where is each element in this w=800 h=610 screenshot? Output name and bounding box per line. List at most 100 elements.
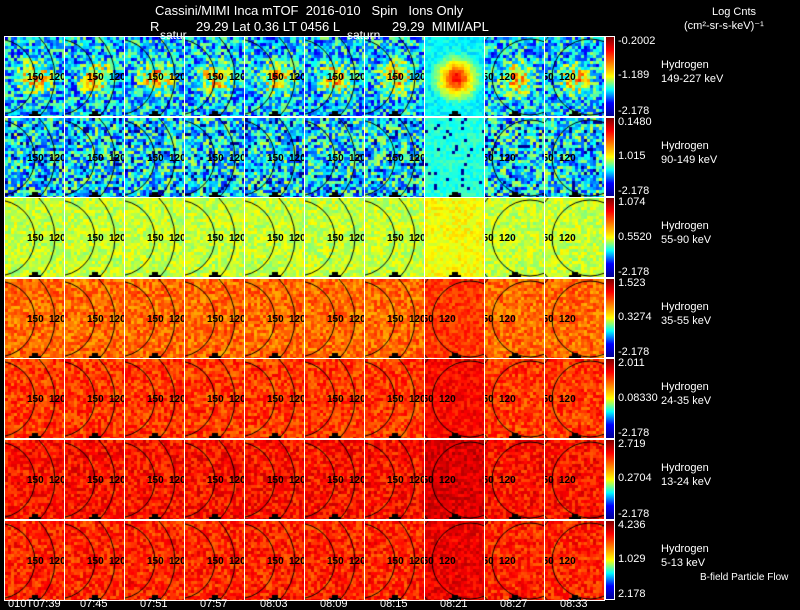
heatmap-cells	[185, 440, 244, 519]
ring-label-150: 150	[425, 555, 434, 567]
heatmap-cells	[185, 198, 244, 278]
ring-label-150: 150	[425, 313, 434, 325]
ring-label-120: 120	[499, 152, 516, 164]
colorbar-cb-mid-label: 0.08330	[618, 391, 658, 404]
row-energy-label: 5-13 keV	[661, 556, 706, 569]
heatmap-cells	[485, 198, 544, 278]
ring-label-150: 150	[485, 394, 494, 406]
ring-label-150: 150	[387, 475, 404, 486]
ring-label-120: 120	[229, 475, 245, 486]
time-tick-label: 08:27	[500, 598, 528, 610]
ring-label-150: 150	[87, 394, 104, 406]
heatmap-panel: 150 120	[124, 36, 185, 117]
ring-label-120: 120	[169, 394, 185, 406]
colorbar-cb-min-label: -2.178	[618, 265, 650, 278]
ring-label-120: 120	[409, 233, 425, 245]
colorbar-cb-mid-label: 0.2704	[618, 472, 652, 485]
heatmap-panel: 150 120	[64, 277, 125, 359]
heatmap-cells	[485, 117, 544, 197]
heatmap-panel: 150 120	[364, 358, 425, 440]
heatmap-panel: 150 120	[4, 439, 65, 520]
ring-label-120: 120	[439, 394, 456, 406]
ring-label-120: 120	[49, 313, 65, 325]
ring-label-150: 150	[485, 475, 494, 486]
time-tick-label: 07:51	[140, 598, 168, 610]
colorbar-cb-max-label: -0.2002	[618, 35, 656, 47]
ring-label-120: 120	[499, 475, 516, 486]
units-line1: Log Cnts	[712, 6, 757, 18]
ring-label-150: 150	[87, 475, 104, 486]
time-tick-label: 07:57	[200, 598, 228, 610]
ring-label-150: 150	[545, 72, 554, 83]
ring-label-120: 120	[559, 152, 576, 164]
ring-label-150: 150	[207, 313, 224, 325]
heatmap-cells	[245, 440, 304, 519]
ring-label-150: 150	[147, 313, 164, 325]
heatmap-cells	[185, 278, 244, 358]
heatmap-panel: 150 120	[244, 36, 305, 117]
ring-label-150: 150	[485, 152, 494, 164]
heatmap-cells	[305, 440, 364, 519]
ring-label-120: 120	[349, 152, 365, 164]
ring-label-120: 120	[559, 72, 576, 83]
ring-label-150: 150	[545, 152, 554, 164]
heatmap-panel: 150 120	[184, 439, 245, 520]
heatmap-cells	[365, 37, 424, 116]
ring-label-120: 120	[409, 394, 425, 406]
heatmap-panel: 150 120	[364, 197, 425, 279]
ring-label-120: 120	[499, 555, 516, 567]
subtitle-position: 29.29 Lat 0.36 LT 0456 L	[196, 19, 341, 34]
heatmap-panel: 150 120	[484, 277, 545, 359]
row-species-label: Hydrogen	[661, 59, 709, 71]
heatmap-panel: 150 120	[184, 116, 245, 198]
ring-label-150: 150	[327, 72, 344, 83]
heatmap-cells	[485, 278, 544, 358]
ring-label-120: 120	[49, 152, 65, 164]
row-energy-label: 149-227 keV	[661, 73, 724, 85]
heatmap-panel: 150 120	[124, 519, 185, 601]
heatmap-cells	[65, 198, 124, 278]
heatmap-cells	[125, 37, 184, 116]
heatmap-panel: 150 120	[304, 116, 365, 198]
ring-label-120: 120	[49, 394, 65, 406]
row-species-label: Hydrogen	[661, 300, 709, 313]
ring-label-150: 150	[207, 394, 224, 406]
ring-label-120: 120	[439, 313, 456, 325]
heatmap-panel: 150 120	[244, 358, 305, 440]
heatmap-panel: 150 120	[124, 116, 185, 198]
row-species-label: Hydrogen	[661, 139, 709, 152]
ring-label-120: 120	[229, 233, 245, 245]
heatmap-cells	[425, 37, 484, 116]
colorbar-cb-mid-label: 0.5520	[618, 230, 652, 243]
ring-label-120: 120	[409, 152, 425, 164]
heatmap-cells	[305, 520, 364, 600]
ring-label-120: 120	[349, 233, 365, 245]
heatmap-panel: 150 120	[424, 519, 485, 601]
heatmap-cells	[425, 117, 484, 197]
heatmap-panel: 150 120	[4, 36, 65, 117]
ring-label-150: 150	[147, 233, 164, 245]
heatmap-cells	[125, 359, 184, 439]
row-energy-label: 24-35 keV	[661, 395, 712, 408]
ring-label-150: 150	[387, 313, 404, 325]
ring-label-150: 150	[545, 555, 554, 567]
heatmap-panel: 150 120	[424, 358, 485, 440]
colorbar-cb-min-label: -2.178	[618, 104, 650, 117]
ring-label-150: 150	[87, 555, 104, 567]
ring-label-150: 150	[327, 313, 344, 325]
ring-label-150: 150	[267, 555, 284, 567]
time-tick-label: 08:21	[440, 598, 468, 610]
ring-label-120: 120	[409, 313, 425, 325]
heatmap-cells	[425, 198, 484, 278]
heatmap-panel: 150 120	[124, 358, 185, 440]
ring-label-150: 150	[267, 152, 284, 164]
heatmap-panel: 150 120	[304, 358, 365, 440]
heatmap-cells	[65, 278, 124, 358]
ring-label-120: 120	[109, 72, 125, 83]
heatmap-cells	[5, 359, 64, 439]
heatmap-panel: 150 120	[124, 197, 185, 279]
ring-label-150: 150	[545, 233, 554, 245]
heatmap-cells	[65, 359, 124, 439]
heatmap-panel: 150 120	[4, 197, 65, 279]
heatmap-panel: 150 120	[544, 197, 605, 279]
